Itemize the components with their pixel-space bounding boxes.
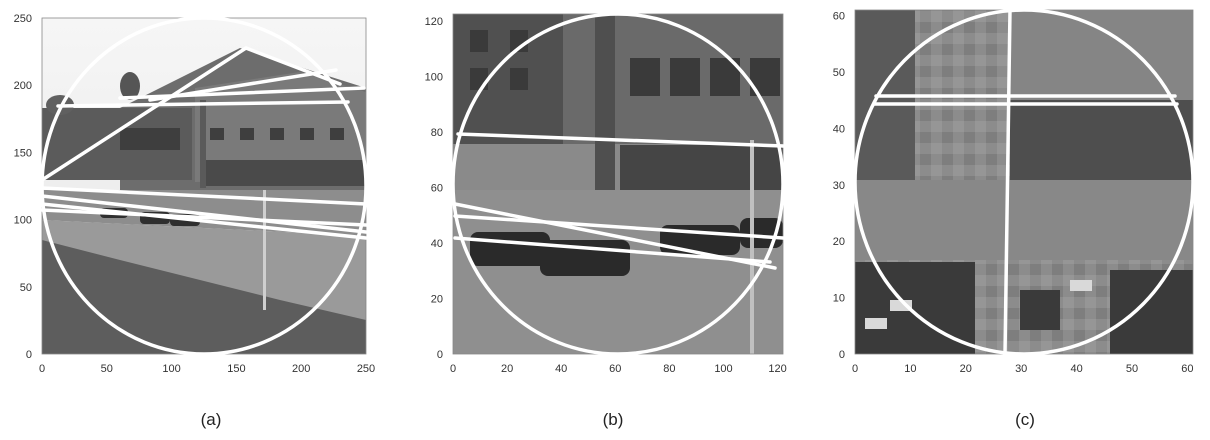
y-tick-label: 20 xyxy=(833,236,845,248)
y-tick-label: 120 xyxy=(425,16,443,28)
x-tick-label: 60 xyxy=(609,363,621,375)
y-tick-label: 200 xyxy=(14,80,32,92)
panel-b-y-ticks: 0 20 40 60 80 100 120 xyxy=(425,16,443,361)
y-tick-label: 100 xyxy=(14,215,32,227)
y-tick-label: 10 xyxy=(833,293,845,305)
x-tick-label: 20 xyxy=(960,363,972,375)
y-tick-label: 40 xyxy=(431,238,443,250)
panel-c-x-ticks: 0 10 20 30 40 50 60 xyxy=(852,363,1194,375)
caption-b: (b) xyxy=(602,410,624,429)
x-tick-label: 0 xyxy=(450,363,456,375)
panel-c-image xyxy=(855,10,1193,354)
x-tick-label: 50 xyxy=(1126,363,1138,375)
x-tick-label: 40 xyxy=(1070,363,1082,375)
x-tick-label: 60 xyxy=(1181,363,1193,375)
panel-c-plot: 0 10 20 30 40 50 60 0 10 20 30 40 50 60 xyxy=(833,8,1195,375)
panel-a-lines xyxy=(40,46,368,240)
y-tick-label: 20 xyxy=(431,294,443,306)
y-tick-label: 50 xyxy=(833,67,845,79)
panel-a-x-ticks: 0 50 100 150 200 250 xyxy=(39,363,375,375)
y-tick-label: 40 xyxy=(833,123,845,135)
panel-b-plot: 0 20 40 60 80 100 120 0 20 40 60 80 100 … xyxy=(425,12,787,375)
y-tick-label: 100 xyxy=(425,72,443,84)
x-tick-label: 120 xyxy=(768,363,786,375)
y-tick-label: 60 xyxy=(431,183,443,195)
panel-c-circle xyxy=(853,8,1195,356)
x-tick-label: 80 xyxy=(663,363,675,375)
x-tick-label: 100 xyxy=(714,363,732,375)
x-tick-label: 0 xyxy=(852,363,858,375)
y-tick-label: 0 xyxy=(26,349,32,361)
y-tick-label: 0 xyxy=(437,349,443,361)
panel-b: 0 20 40 60 80 100 120 0 20 40 60 80 100 … xyxy=(410,0,810,400)
y-tick-label: 250 xyxy=(14,13,32,25)
panel-a-y-ticks: 0 50 100 150 200 250 xyxy=(14,13,32,361)
x-tick-label: 10 xyxy=(904,363,916,375)
y-tick-label: 150 xyxy=(14,147,32,159)
x-tick-label: 40 xyxy=(555,363,567,375)
x-tick-label: 0 xyxy=(39,363,45,375)
x-tick-label: 30 xyxy=(1015,363,1027,375)
y-tick-label: 0 xyxy=(839,349,845,361)
panel-a-circle xyxy=(40,16,368,356)
x-tick-label: 20 xyxy=(501,363,513,375)
panel-b-image xyxy=(453,14,783,354)
x-tick-label: 250 xyxy=(357,363,375,375)
y-tick-label: 80 xyxy=(431,127,443,139)
y-tick-label: 50 xyxy=(20,282,32,294)
panel-b-circle xyxy=(451,12,785,356)
x-tick-label: 150 xyxy=(227,363,245,375)
panel-b-lines xyxy=(453,132,785,270)
x-tick-label: 50 xyxy=(101,363,113,375)
panel-a: 0 50 100 150 200 250 0 50 100 150 200 25… xyxy=(0,0,400,400)
panel-b-x-ticks: 0 20 40 60 80 100 120 xyxy=(450,363,787,375)
y-tick-label: 60 xyxy=(833,11,845,23)
x-tick-label: 100 xyxy=(162,363,180,375)
y-tick-label: 30 xyxy=(833,180,845,192)
panel-c-y-ticks: 0 10 20 30 40 50 60 xyxy=(833,11,845,361)
caption-c: (c) xyxy=(1015,410,1035,429)
caption-a: (a) xyxy=(200,410,222,429)
x-tick-label: 200 xyxy=(292,363,310,375)
panel-a-plot: 0 50 100 150 200 250 0 50 100 150 200 25… xyxy=(14,13,376,375)
panel-c-lines xyxy=(872,8,1179,356)
panel-c: 0 10 20 30 40 50 60 0 10 20 30 40 50 60 xyxy=(810,0,1210,400)
